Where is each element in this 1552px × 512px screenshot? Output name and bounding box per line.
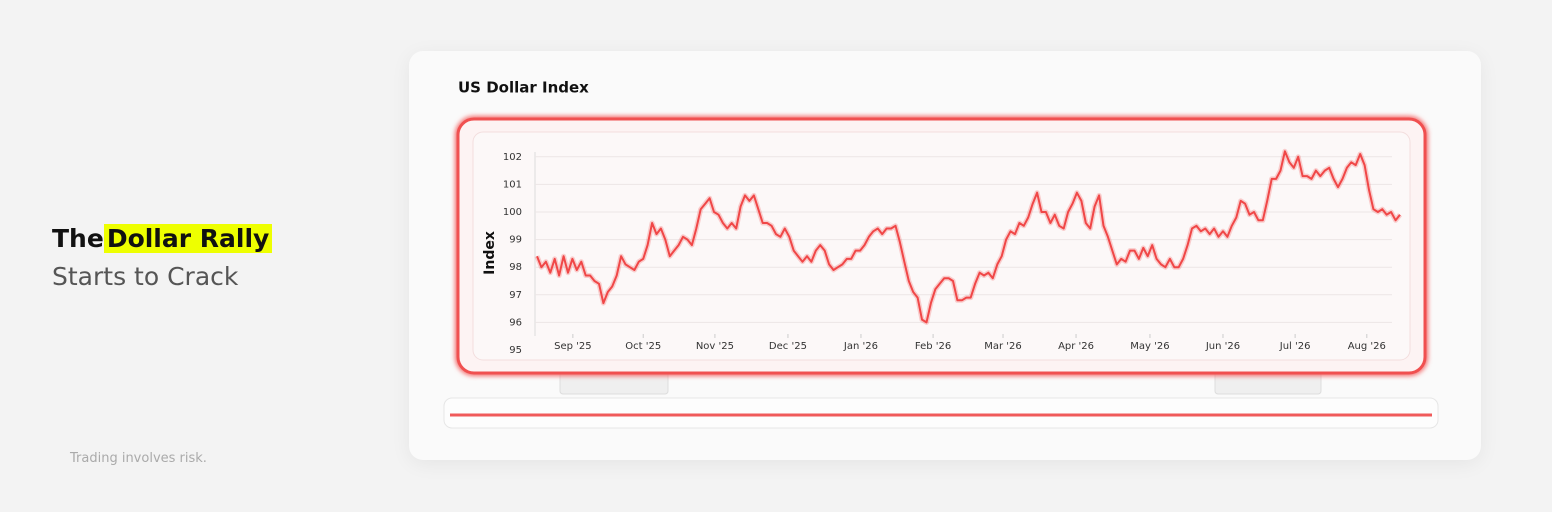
plot-panel <box>472 131 1411 361</box>
x-tick-label: Oct '25 <box>625 341 661 352</box>
x-tick-label: Aug '26 <box>1348 341 1386 352</box>
disclaimer: Trading involves risk. <box>70 451 207 466</box>
y-tick-label: 97 <box>509 290 522 301</box>
y-axis-label: Index <box>482 231 498 275</box>
y-tick-label: 102 <box>503 152 522 163</box>
y-tick-label: 100 <box>503 207 522 218</box>
y-tick-label: 95 <box>509 345 522 356</box>
headline-lead: The <box>52 224 104 253</box>
x-tick-label: May '26 <box>1130 341 1169 352</box>
line <box>536 150 1401 324</box>
x-tick-label: Jan '26 <box>843 341 878 352</box>
y-tick-label: 99 <box>509 235 522 246</box>
y-tick-label: 96 <box>509 317 522 328</box>
x-tick-label: Dec '25 <box>769 341 807 352</box>
y-tick-label: 98 <box>509 262 522 273</box>
x-tick-label: Feb '26 <box>915 341 951 352</box>
x-tick-label: Mar '26 <box>984 341 1022 352</box>
x-tick-label: Jul '26 <box>1279 341 1311 352</box>
chart-title: US Dollar Index <box>458 79 589 97</box>
x-tick-label: Nov '25 <box>696 341 734 352</box>
base-plate <box>443 397 1439 429</box>
headline-line-1: The Dollar Rally <box>52 220 273 258</box>
x-tick-label: Jun '26 <box>1205 341 1240 352</box>
headline: The Dollar Rally Starts to Crack <box>52 220 273 296</box>
headline-line-2: Starts to Crack <box>52 262 239 291</box>
headline-highlight: Dollar Rally <box>103 224 273 253</box>
x-tick-label: Apr '26 <box>1058 341 1094 352</box>
x-tick-label: Sep '25 <box>554 341 592 352</box>
y-tick-label: 101 <box>503 179 522 190</box>
